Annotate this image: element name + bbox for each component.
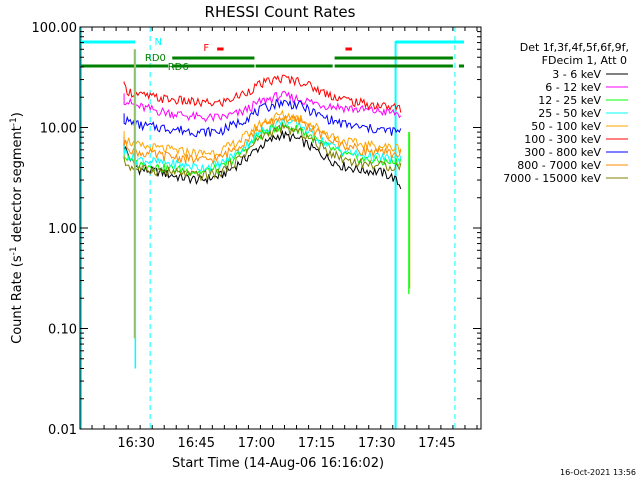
legend-entry-label: 100 - 300 keV [524,133,601,146]
timestamp: 16-Oct-2021 13:56 [560,468,636,477]
legend-entry-label: 25 - 50 keV [538,107,601,120]
x-tick-label: 17:45 [418,436,455,451]
legend-entry-label: 300 - 800 keV [524,146,601,159]
y-axis-label-close: ) [10,112,25,117]
series-line [123,74,402,113]
series-line [123,98,402,138]
series-line [123,118,402,174]
annotation-label: RD0 [145,53,166,64]
legend-header: Det 1f,3f,4f,5f,6f,9f, [520,41,629,54]
legend-entry-label: 3 - 6 keV [552,68,601,81]
x-axis-label: Start Time (14-Aug-06 16:16:02) [172,456,384,471]
y-tick-label: 0.01 [48,423,77,438]
x-tick-label: 17:00 [238,436,275,451]
legend-entry-label: 50 - 100 keV [531,120,601,133]
y-axis-label-sup: -1 [9,246,19,255]
y-tick-label: 10.00 [40,122,77,137]
x-tick-label: 17:30 [358,436,395,451]
y-axis-label-main: Count Rate (s [10,255,25,344]
y-axis-label-sup2: -1 [9,117,19,126]
x-tick-label: 16:45 [178,436,215,451]
y-axis-label: Count Rate (s-1 detector segment-1) [9,112,25,344]
legend-entry-label: 7000 - 15000 keV [503,172,601,185]
y-tick-label: 1.00 [48,222,77,237]
series-line [123,114,402,166]
series-line [123,90,402,123]
legend-entry-label: 6 - 12 keV [545,81,601,94]
legend-entry-label: 800 - 7000 keV [517,159,601,172]
x-axis: 16:30 16:45 17:00 17:15 17:30 17:45 [79,27,478,451]
x-tick-label: 17:15 [298,436,335,451]
chart-title: RHESSI Count Rates [205,3,356,21]
legend-header: FDecim 1, Att 0 [542,54,627,67]
legend-entry-label: 12 - 25 keV [538,94,601,107]
y-axis-label-mid: detector segment [10,126,25,246]
y-tick-label: 0.10 [48,323,77,338]
annotation-label: RD6 [168,62,189,73]
y-tick-label: 100.00 [32,21,78,36]
y-axis: 100.00 10.00 1.00 0.10 0.01 [32,21,481,438]
series-line [123,122,402,182]
annotation-label: F [203,43,209,54]
series-line [123,129,402,190]
x-tick-label: 16:30 [117,436,154,451]
legend: Det 1f,3f,4f,5f,6f,9f,FDecim 1, Att 03 -… [503,41,629,185]
annotation-label: N [154,37,161,48]
